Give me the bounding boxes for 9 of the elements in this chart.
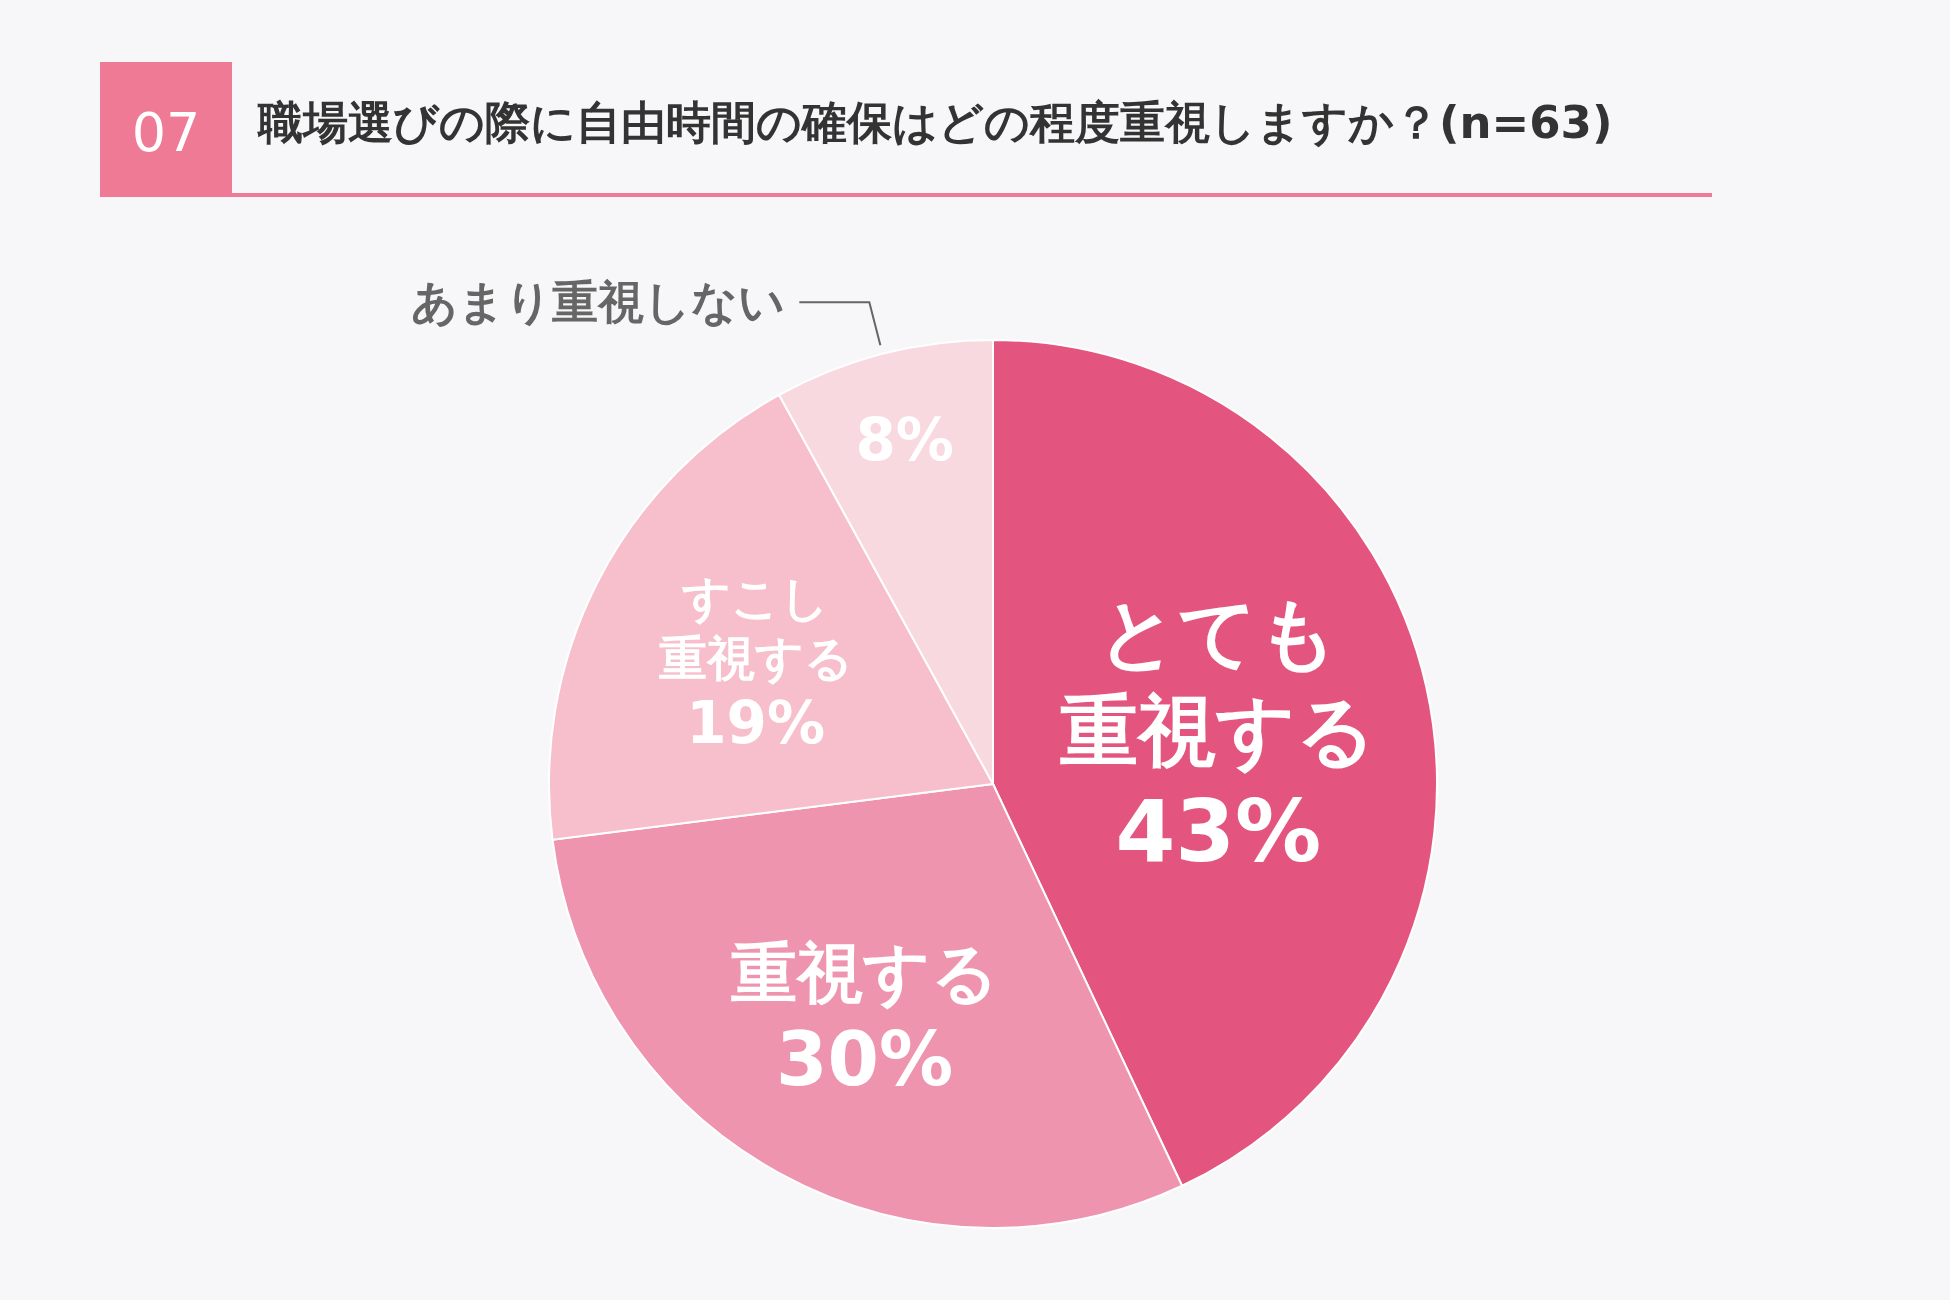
data-label: 19%: [686, 689, 826, 758]
slice-label: とても重視する: [1060, 588, 1377, 776]
data-label: 30%: [776, 1015, 954, 1102]
chart-title: 職場選びの際に自由時間の確保はどの程度重視しますか？(n=63): [256, 95, 1613, 149]
slice-label: 重視する: [730, 934, 999, 1012]
text: 07: [131, 100, 201, 164]
data-label: 43%: [1115, 781, 1322, 882]
slice-label: すこし重視する: [658, 570, 853, 687]
slice-label: あまり重視しない: [411, 275, 786, 330]
